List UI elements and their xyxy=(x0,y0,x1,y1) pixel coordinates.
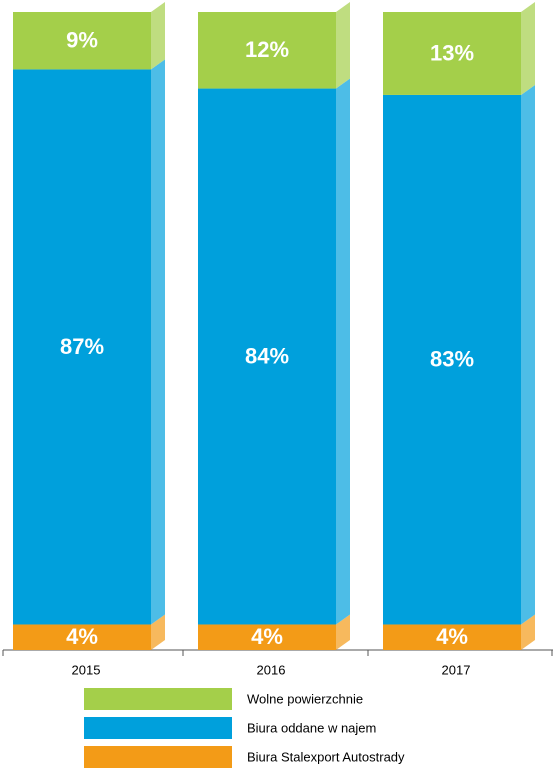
value-label: 9% xyxy=(66,28,98,53)
bar-side xyxy=(521,84,535,625)
legend-swatch xyxy=(84,688,232,710)
legend-swatch xyxy=(84,746,232,768)
bar-segment xyxy=(198,614,350,650)
x-tick-label: 2016 xyxy=(257,662,286,677)
x-tick-label: 2015 xyxy=(72,662,101,677)
bar-front xyxy=(198,624,336,650)
legend-label: Wolne powierzchnie xyxy=(247,691,363,706)
bar-side xyxy=(151,614,165,650)
legend-swatch xyxy=(84,717,232,739)
bar-front xyxy=(198,88,336,625)
bar-front xyxy=(13,12,151,70)
bar-segment xyxy=(13,59,165,625)
bar-front xyxy=(383,624,521,650)
bar-segment xyxy=(383,614,535,650)
bar-side xyxy=(521,2,535,95)
bar-segment xyxy=(13,2,165,70)
bar-side xyxy=(151,2,165,70)
bar-side xyxy=(336,2,350,89)
bar-front xyxy=(13,624,151,650)
x-tick-label: 2017 xyxy=(442,662,471,677)
bar-segment xyxy=(13,614,165,650)
legend-label: Biura oddane w najem xyxy=(247,720,376,735)
value-label: 4% xyxy=(66,624,98,649)
value-label: 84% xyxy=(245,343,289,368)
legend-label: Biura Stalexport Autostrady xyxy=(247,749,405,764)
value-label: 12% xyxy=(245,37,289,62)
bar-side xyxy=(521,614,535,650)
bar-side xyxy=(151,59,165,625)
bar-side xyxy=(336,614,350,650)
bar-side xyxy=(336,78,350,625)
bar-segment xyxy=(198,78,350,625)
bar-front xyxy=(383,12,521,95)
value-label: 13% xyxy=(430,40,474,65)
bar-front xyxy=(383,94,521,625)
bar-segment xyxy=(383,84,535,625)
value-label: 4% xyxy=(251,624,283,649)
bar-front xyxy=(198,12,336,89)
value-label: 83% xyxy=(430,347,474,372)
value-label: 87% xyxy=(60,334,104,359)
value-label: 4% xyxy=(436,624,468,649)
bar-front xyxy=(13,69,151,625)
bar-segment xyxy=(383,2,535,95)
bar-segment xyxy=(198,2,350,89)
